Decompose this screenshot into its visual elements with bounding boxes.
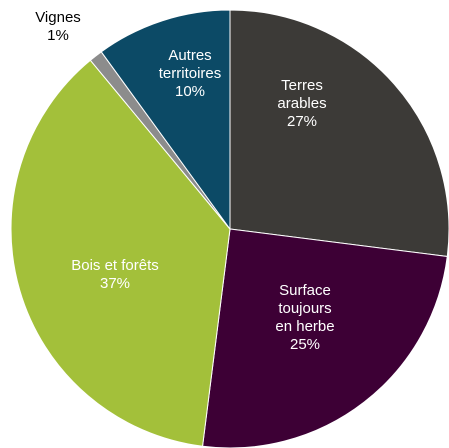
slice-value-label: 1% (47, 27, 69, 44)
slice-label-line: Autres (168, 47, 211, 64)
slice-label: Vignes 1% (35, 9, 81, 44)
slice-label-line: territoires (159, 65, 222, 82)
slice-label-line: Vignes (35, 9, 81, 26)
slice-label-line: Bois et forêts (71, 257, 159, 274)
slice-label-line: Surface (279, 282, 331, 299)
slice-label: Autres territoires 10% (159, 47, 222, 100)
slice-value-label: 25% (290, 336, 320, 353)
pie-slice (201, 228, 448, 448)
slice-label: Bois et forêts 37% (71, 257, 159, 292)
slice-value-label: 10% (175, 83, 205, 100)
slice-label-line: en herbe (275, 318, 334, 335)
slice-value-label: 37% (100, 275, 130, 292)
pie-slice (229, 9, 449, 258)
slice-label-line: arables (277, 95, 326, 112)
slice-label-line: toujours (278, 300, 331, 317)
slice-value-label: 27% (287, 113, 317, 130)
slice-label-line: Terres (281, 77, 323, 94)
slice-label: Surface toujours en herbe 25% (275, 282, 334, 353)
pie-slice (10, 59, 231, 447)
pie-slice (100, 9, 231, 231)
slice-label: Terres arables 27% (277, 77, 326, 130)
